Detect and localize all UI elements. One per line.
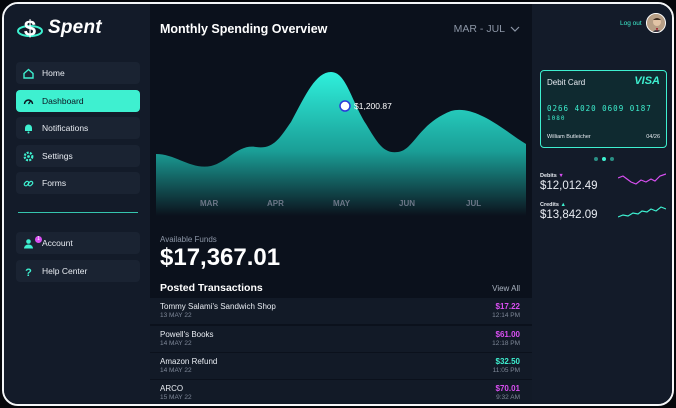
svg-text:$: $ xyxy=(24,16,36,41)
svg-text:?: ? xyxy=(25,267,32,277)
link-icon xyxy=(23,178,34,189)
card-pagination xyxy=(594,157,614,161)
sidebar-item-help-center[interactable]: ? Help Center xyxy=(16,260,140,282)
transaction-merchant: Tommy Salami's Sandwich Shop xyxy=(160,302,276,311)
sidebar-item-notifications[interactable]: Notifications xyxy=(16,117,140,139)
app-name: Spent xyxy=(48,17,102,38)
sidebar-item-dashboard[interactable]: Dashboard xyxy=(16,90,140,112)
transaction-amount: $17.22 xyxy=(495,302,520,311)
card-code: 1080 xyxy=(547,115,566,122)
sidebar-item-label: Forms xyxy=(42,178,67,188)
transaction-date: 14 MAY 22 xyxy=(160,367,192,374)
question-icon: ? xyxy=(23,266,34,277)
logo[interactable]: $ Spent xyxy=(16,14,102,42)
sidebar-item-label: Dashboard xyxy=(42,96,84,106)
sidebar-item-label: Home xyxy=(42,68,65,78)
available-funds-label: Available Funds xyxy=(160,235,217,244)
pagination-dot-active[interactable] xyxy=(602,157,606,161)
transaction-time: 11:05 PM xyxy=(492,367,520,374)
arrow-down-icon: ▼ xyxy=(558,173,564,179)
available-funds-amount: $17,367.01 xyxy=(160,244,281,271)
sidebar-item-home[interactable]: Home xyxy=(16,62,140,84)
bell-icon xyxy=(23,123,34,134)
chart-x-tick: APR xyxy=(267,199,284,208)
sidebar-item-forms[interactable]: Forms xyxy=(16,172,140,194)
chart-x-tick: MAY xyxy=(333,199,351,208)
sidebar-item-label: Help Center xyxy=(42,266,88,276)
transaction-row[interactable]: ARCO 15 MAY 22 $70.01 9:32 AM xyxy=(150,380,532,404)
chart-x-tick: JUN xyxy=(399,199,416,208)
dollar-logo-icon: $ xyxy=(17,16,43,41)
pagination-dot[interactable] xyxy=(610,157,614,161)
chart-highlight-point[interactable] xyxy=(339,100,351,112)
pagination-dot[interactable] xyxy=(594,157,598,161)
transaction-time: 9:32 AM xyxy=(496,394,520,401)
card-number: 0266 4020 0609 0187 xyxy=(547,104,652,113)
spending-chart xyxy=(156,72,526,216)
page-title: Monthly Spending Overview xyxy=(160,22,328,36)
sidebar-divider xyxy=(18,212,138,213)
home-icon xyxy=(23,68,34,79)
transaction-merchant: ARCO xyxy=(160,384,184,393)
transaction-merchant: Amazon Refund xyxy=(160,357,218,366)
debits-value: $12,012.49 xyxy=(540,180,598,192)
credits-value: $13,842.09 xyxy=(540,209,598,221)
transaction-merchant: Powell's Books xyxy=(160,330,214,339)
gear-icon xyxy=(23,151,34,162)
logout-link[interactable]: Log out xyxy=(620,20,642,27)
visa-logo-icon: VISA xyxy=(634,75,660,87)
period-label: MAR - JUL xyxy=(453,23,505,35)
transaction-row[interactable]: Powell's Books 14 MAY 22 $61.00 12:18 PM xyxy=(150,326,532,352)
transaction-date: 13 MAY 22 xyxy=(160,312,192,319)
debit-card[interactable]: Debit Card VISA 0266 4020 0609 0187 1080… xyxy=(540,70,667,148)
arrow-up-icon: ▲ xyxy=(560,202,566,208)
transactions-title: Posted Transactions xyxy=(160,282,263,294)
credits-label: Credits ▲ xyxy=(540,202,566,208)
notification-badge: 1 xyxy=(35,235,42,243)
transaction-time: 12:18 PM xyxy=(492,340,520,347)
view-all-link[interactable]: View All xyxy=(492,284,520,293)
card-expiry: 04/26 xyxy=(646,134,660,140)
sidebar-item-account[interactable]: 1 Account xyxy=(16,232,140,254)
card-type: Debit Card xyxy=(547,78,586,87)
transaction-time: 12:14 PM xyxy=(492,312,520,319)
user-icon: 1 xyxy=(23,235,42,249)
transaction-row[interactable]: Amazon Refund 14 MAY 22 $32.50 11:05 PM xyxy=(150,353,532,379)
credits-sparkline xyxy=(618,206,666,218)
period-selector[interactable]: MAR - JUL xyxy=(454,23,520,35)
debits-label: Debits ▼ xyxy=(540,173,564,179)
chart-tooltip-value: $1,200.87 xyxy=(354,101,392,111)
credits-label-text: Credits xyxy=(540,202,559,208)
debits-label-text: Debits xyxy=(540,173,557,179)
transaction-amount: $70.01 xyxy=(495,384,520,393)
transaction-date: 14 MAY 22 xyxy=(160,340,192,347)
sidebar-item-label: Settings xyxy=(42,151,73,161)
card-holder: William Butleicher xyxy=(547,134,591,140)
sidebar: $ Spent Home Dashboard Notifications xyxy=(4,4,150,404)
spending-area xyxy=(156,72,526,216)
sidebar-item-settings[interactable]: Settings xyxy=(16,145,140,167)
chart-x-tick: JUL xyxy=(466,199,482,208)
avatar[interactable] xyxy=(646,13,666,33)
sidebar-item-label: Account xyxy=(42,238,73,248)
chevron-down-icon xyxy=(510,26,520,32)
chart-x-tick: MAR xyxy=(200,199,219,208)
transaction-amount: $32.50 xyxy=(495,357,520,366)
account-panel: Log out Debit Card VISA 0266 4020 0609 0… xyxy=(532,4,672,404)
transaction-row[interactable]: Tommy Salami's Sandwich Shop 13 MAY 22 $… xyxy=(150,298,532,324)
dashboard-icon xyxy=(23,96,34,107)
sidebar-item-label: Notifications xyxy=(42,123,89,133)
transaction-amount: $61.00 xyxy=(495,330,520,339)
transaction-date: 15 MAY 22 xyxy=(160,394,192,401)
main-panel: Monthly Spending Overview MAR - JUL $1,2… xyxy=(150,4,532,404)
debits-sparkline xyxy=(618,173,666,185)
